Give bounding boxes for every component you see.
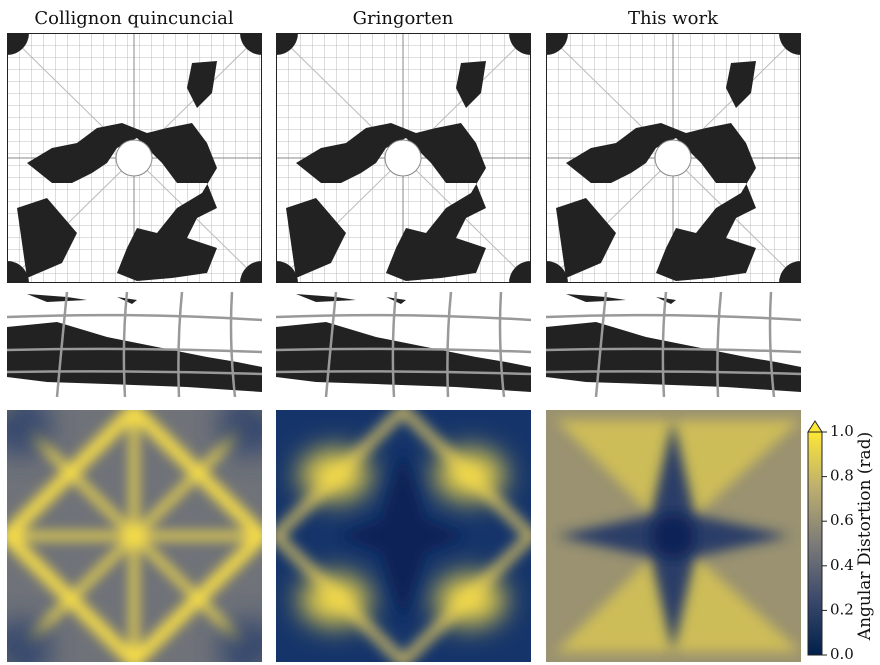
map: [546, 33, 801, 283]
map-detail: [7, 292, 262, 397]
distortion-map: [276, 410, 531, 662]
map: [7, 33, 262, 283]
tick-label: 1.0: [830, 422, 854, 440]
column-title: Gringorten: [353, 8, 454, 29]
tick-label: 0.4: [830, 556, 854, 574]
distortion-map: [546, 410, 801, 662]
colorbar-label: Angular Distortion (rad): [855, 432, 875, 641]
map-detail: [276, 292, 531, 397]
colorbar-ticks: 0.0 0.2 0.4 0.6 0.8 1.0: [822, 422, 854, 663]
column-title: Collignon quincuncial: [34, 8, 233, 29]
distortion-map: [7, 410, 262, 662]
map: [276, 33, 531, 283]
tick-label: 0.8: [830, 467, 854, 485]
tick-label: 0.0: [830, 645, 854, 663]
map-detail: [546, 292, 801, 397]
tick-label: 0.2: [830, 600, 854, 618]
colorbar-extend: [807, 420, 823, 433]
column-title: This work: [628, 8, 719, 29]
colorbar: [807, 431, 823, 656]
tick-label: 0.6: [830, 511, 854, 529]
